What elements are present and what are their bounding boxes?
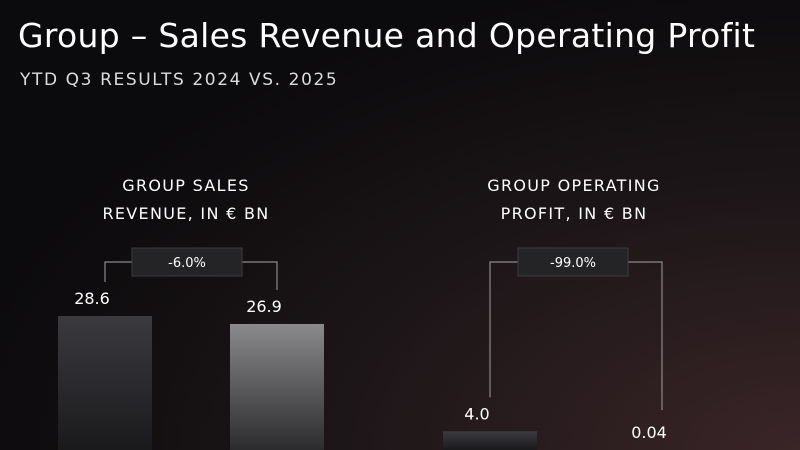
page-title: Group – Sales Revenue and Operating Prof… xyxy=(18,16,756,55)
page-subtitle: YTD Q3 RESULTS 2024 VS. 2025 xyxy=(20,70,339,90)
sales-connector-right xyxy=(242,261,278,290)
profit-bar-2024 xyxy=(443,431,537,450)
profit-delta-box xyxy=(517,247,629,277)
profit-connector-left xyxy=(489,261,518,398)
profit-value-label-2025: 0.04 xyxy=(631,423,667,442)
profit-connector-right xyxy=(628,261,663,410)
sales-bar-2024 xyxy=(58,316,152,450)
sales-bar-2025 xyxy=(230,323,324,450)
sales-delta-box xyxy=(131,247,243,277)
sales-value-label-2025: 26.9 xyxy=(246,297,282,316)
profit-title-line-2: PROFIT, IN € BN xyxy=(501,204,648,223)
sales-title-line-2: REVENUE, IN € BN xyxy=(102,204,269,223)
profit-delta-label: -99.0% xyxy=(550,256,596,271)
profit-title-line-1: GROUP OPERATING xyxy=(487,176,660,195)
profit-value-label-2024: 4.0 xyxy=(464,404,489,423)
sales-delta-label: -6.0% xyxy=(168,256,206,271)
sales-title-line-1: GROUP SALES xyxy=(122,176,249,195)
sales-connector-left xyxy=(104,261,132,282)
sales-value-label-2024: 28.6 xyxy=(74,289,110,308)
